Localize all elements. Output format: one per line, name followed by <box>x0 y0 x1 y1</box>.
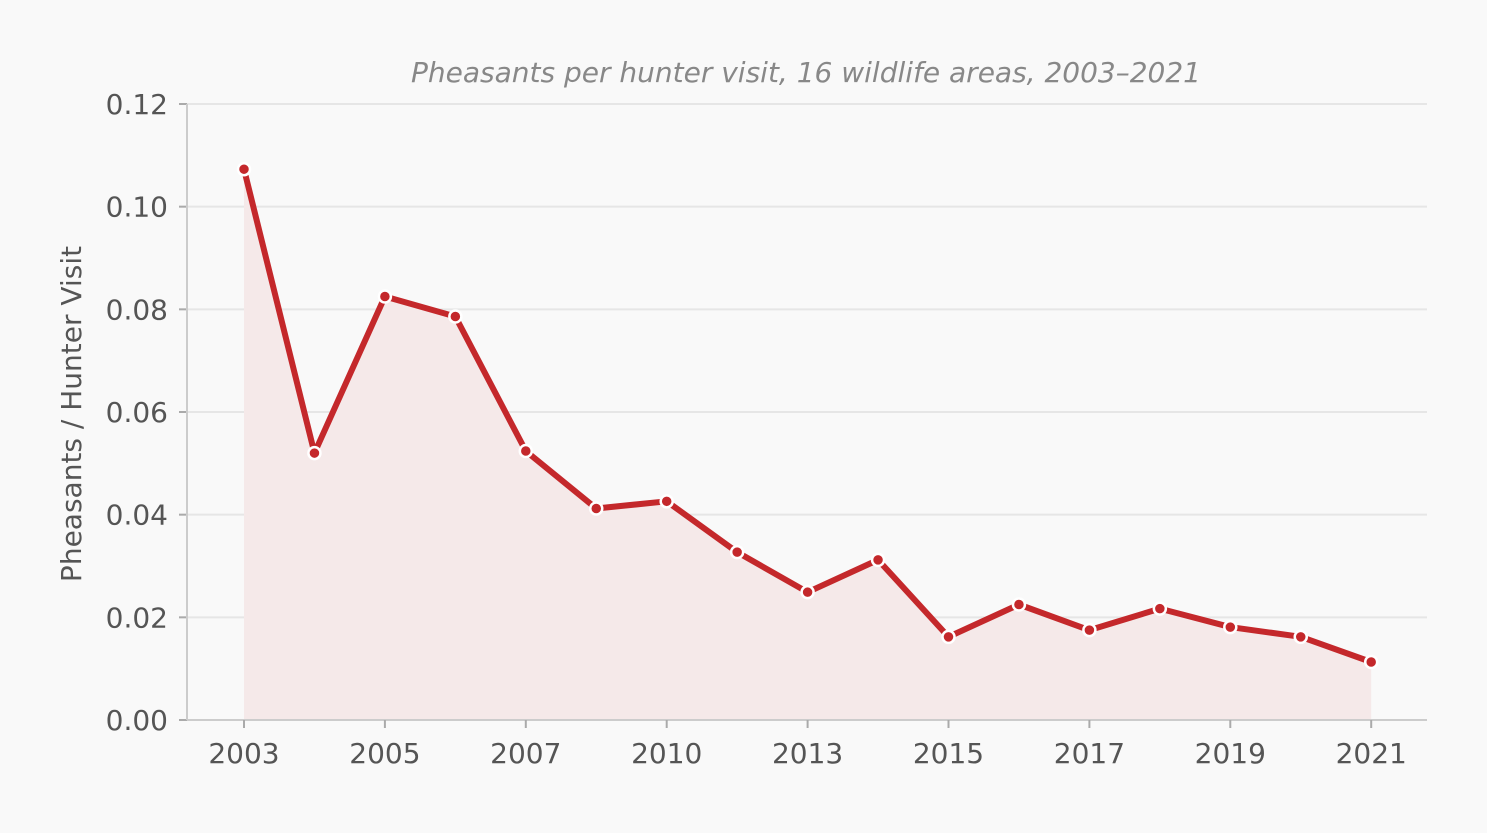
data-point <box>236 161 252 177</box>
data-point <box>518 443 534 459</box>
y-tick-label: 0.00 <box>106 704 168 737</box>
y-tick-label: 0.10 <box>106 191 168 224</box>
data-point <box>800 584 815 600</box>
data-point <box>1223 619 1238 635</box>
data-point <box>377 289 393 304</box>
y-tick-label: 0.04 <box>106 499 168 532</box>
x-tick-label: 2019 <box>1195 737 1266 770</box>
data-point <box>1152 601 1168 616</box>
x-tick-label: 2005 <box>349 737 420 770</box>
data-point <box>589 501 604 516</box>
x-tick-label: 2013 <box>772 737 843 770</box>
x-tick-label: 2021 <box>1336 737 1407 770</box>
data-points <box>236 161 1379 670</box>
data-point <box>448 309 463 324</box>
data-point <box>659 494 674 509</box>
y-tick-label: 0.08 <box>106 293 168 326</box>
axes <box>179 103 1427 728</box>
data-point <box>941 629 956 645</box>
data-point <box>870 552 886 568</box>
y-tick-label: 0.06 <box>106 396 168 429</box>
x-tick-label: 2007 <box>490 737 561 770</box>
y-tick-label: 0.02 <box>106 601 168 634</box>
data-point <box>1082 622 1097 638</box>
y-tick-labels: 0.00 0.02 0.04 0.06 0.08 0.10 0.12 <box>106 88 168 737</box>
data-point <box>729 544 745 560</box>
x-tick-label: 2017 <box>1054 737 1125 770</box>
y-axis-label: Pheasants / Hunter Visit <box>55 246 88 582</box>
x-tick-label: 2003 <box>208 737 279 770</box>
data-point <box>307 445 322 461</box>
x-tick-labels: 2003 2005 2007 2010 2013 2015 2017 2019 2021 <box>208 737 1406 770</box>
y-tick-label: 0.12 <box>106 88 168 121</box>
data-point <box>1293 629 1308 645</box>
data-point <box>1011 597 1027 612</box>
area-fill-path <box>244 169 1372 720</box>
chart-title: Pheasants per hunter visit, 16 wildlife … <box>411 56 1201 89</box>
x-tick-label: 2015 <box>913 737 984 770</box>
area-fill <box>244 169 1372 720</box>
x-tick-label: 2010 <box>631 737 702 770</box>
data-point <box>1363 654 1379 670</box>
